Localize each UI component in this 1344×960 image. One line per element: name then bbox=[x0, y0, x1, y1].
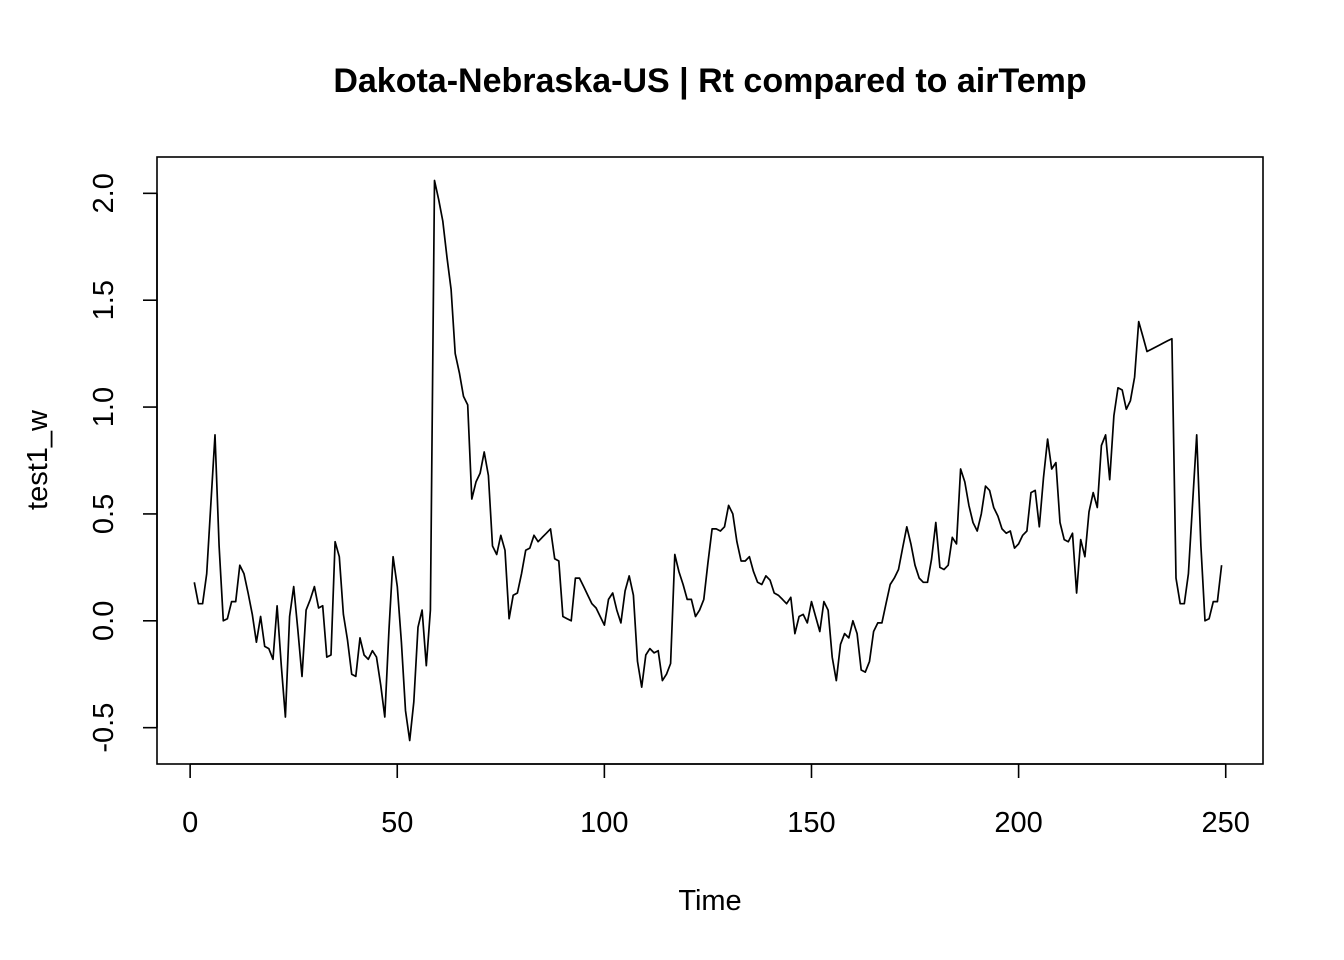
y-tick-label: 1.5 bbox=[88, 280, 120, 320]
y-axis-label: test1_w bbox=[22, 409, 54, 510]
y-tick-label: 1.0 bbox=[88, 387, 120, 427]
y-axis: -0.5 0.0 0.5 1.0 1.5 2.0 bbox=[88, 173, 158, 753]
plot-frame bbox=[156, 156, 1264, 765]
x-tick-label: 50 bbox=[381, 807, 413, 839]
series-line bbox=[193, 179, 1223, 742]
y-tick-label: 0.0 bbox=[88, 601, 120, 641]
x-tick-label: 250 bbox=[1202, 807, 1250, 839]
y-tick-label: -0.5 bbox=[88, 703, 120, 753]
x-tick-label: 0 bbox=[182, 807, 198, 839]
x-axis-label: Time bbox=[678, 885, 741, 917]
x-tick-label: 200 bbox=[994, 807, 1042, 839]
x-tick-label: 100 bbox=[580, 807, 628, 839]
x-axis: 0 50 100 150 200 250 bbox=[182, 763, 1250, 839]
y-tick-label: 0.5 bbox=[88, 494, 120, 534]
y-tick-label: 2.0 bbox=[88, 173, 120, 213]
x-tick-label: 150 bbox=[787, 807, 835, 839]
chart-title: Dakota-Nebraska-US | Rt compared to airT… bbox=[333, 62, 1086, 100]
